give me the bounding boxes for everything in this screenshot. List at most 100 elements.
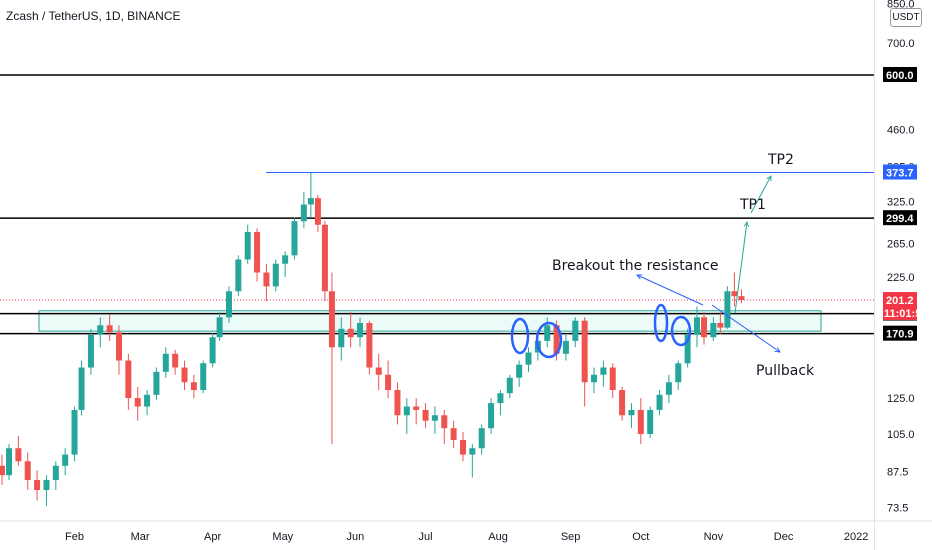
tp2-arrow bbox=[750, 176, 771, 214]
x-tick-label: Jun bbox=[346, 531, 364, 543]
candle-body bbox=[314, 198, 321, 225]
candle-body bbox=[52, 465, 59, 480]
candle-body bbox=[209, 337, 216, 364]
tp1-arrow bbox=[734, 222, 747, 314]
x-tick-label: Sep bbox=[561, 531, 581, 543]
candle-body bbox=[562, 340, 569, 354]
candle-body bbox=[78, 367, 85, 410]
pullback-label: Pullback bbox=[756, 363, 815, 379]
price-tag-373-7: 373.7 bbox=[886, 168, 914, 180]
retest-circle bbox=[510, 317, 530, 355]
x-tick-label: Nov bbox=[704, 531, 724, 543]
candle-body bbox=[684, 334, 691, 364]
y-tick-label: 225.0 bbox=[887, 272, 915, 284]
candle-body bbox=[394, 390, 401, 416]
candle-body bbox=[338, 328, 345, 348]
candle-body bbox=[97, 325, 104, 335]
currency-badge[interactable]: USDT bbox=[890, 8, 922, 27]
x-tick-label: Mar bbox=[131, 531, 150, 543]
tp2-label: TP2 bbox=[767, 152, 794, 168]
candle-body bbox=[431, 415, 438, 421]
candle-body bbox=[710, 322, 717, 338]
y-tick-label: 265.0 bbox=[887, 238, 915, 250]
candle-body bbox=[244, 231, 251, 260]
candle-body bbox=[87, 334, 94, 368]
candle-body bbox=[731, 291, 738, 297]
candle-body bbox=[375, 367, 382, 375]
candle-body bbox=[216, 317, 223, 338]
candle-body bbox=[162, 353, 169, 372]
last-price-tag-bg bbox=[883, 292, 917, 321]
candle-body bbox=[478, 428, 485, 449]
candle-body bbox=[263, 272, 270, 287]
x-tick-label: Oct bbox=[632, 531, 649, 543]
y-tick-label: 460.0 bbox=[887, 125, 915, 137]
x-tick-label: 2022 bbox=[844, 531, 868, 543]
candle-body bbox=[24, 461, 31, 480]
candle-body bbox=[591, 374, 598, 383]
price-tag-600-0-bg bbox=[883, 67, 917, 82]
candle-body bbox=[153, 371, 160, 395]
candle-body bbox=[609, 367, 616, 391]
retest-circle bbox=[535, 321, 563, 359]
candle-body bbox=[225, 291, 232, 318]
price-tag-299-4-bg bbox=[883, 210, 917, 226]
resistance-zone bbox=[38, 310, 822, 332]
candle-body bbox=[665, 382, 672, 395]
y-tick-label: 73.5 bbox=[887, 502, 908, 514]
breakout-arrow bbox=[637, 275, 704, 306]
candle-body bbox=[581, 320, 588, 383]
candle-body bbox=[282, 255, 289, 264]
x-tick-label: Aug bbox=[488, 531, 508, 543]
x-tick-label: Feb bbox=[65, 531, 84, 543]
candle-body bbox=[413, 406, 420, 410]
candle-body bbox=[106, 325, 113, 333]
candle-body bbox=[6, 448, 13, 476]
candle-body bbox=[701, 317, 707, 338]
candle-body bbox=[307, 198, 314, 205]
x-tick-label: May bbox=[272, 531, 293, 543]
candle-body bbox=[488, 403, 495, 429]
candle-body bbox=[328, 291, 335, 348]
candle-body bbox=[254, 231, 261, 273]
candle-body bbox=[738, 296, 745, 301]
candle-body bbox=[553, 325, 560, 354]
candle-body bbox=[172, 353, 179, 368]
candle-body bbox=[441, 415, 448, 429]
price-tag-600-0: 600.0 bbox=[886, 70, 914, 82]
price-axis-separator bbox=[874, 0, 875, 550]
tp1-label: TP1 bbox=[739, 197, 766, 213]
candle-body bbox=[656, 394, 663, 410]
y-tick-label: 87.5 bbox=[887, 467, 908, 479]
candle-body bbox=[71, 409, 78, 455]
candle-body bbox=[459, 439, 466, 455]
candle-body bbox=[675, 363, 682, 383]
y-tick-label: 125.0 bbox=[887, 393, 915, 405]
last-price-tag-countdown: 11:01:56 bbox=[884, 308, 927, 320]
candle-body bbox=[272, 263, 279, 287]
y-tick-label: 850.0 bbox=[887, 0, 915, 10]
retest-circle bbox=[653, 303, 669, 343]
candle-body bbox=[724, 291, 731, 328]
candle-body bbox=[525, 352, 532, 365]
candle-body bbox=[572, 320, 579, 341]
candle-body bbox=[347, 328, 354, 338]
candle-body bbox=[422, 409, 429, 421]
candle-body bbox=[450, 428, 457, 440]
breakout-label: Breakout the resistance bbox=[552, 258, 718, 274]
x-tick-label: Jul bbox=[419, 531, 433, 543]
y-tick-label: 105.0 bbox=[887, 429, 915, 441]
candle-body bbox=[647, 409, 654, 434]
pullback-arrow bbox=[711, 304, 780, 352]
candle-body bbox=[0, 465, 5, 476]
y-tick-label: 325.0 bbox=[887, 196, 915, 208]
candle-body bbox=[469, 448, 476, 455]
candle-body bbox=[116, 332, 122, 361]
candle-body bbox=[403, 406, 410, 416]
candle-body bbox=[34, 479, 41, 491]
candle-body bbox=[200, 363, 207, 391]
candle-body bbox=[628, 409, 635, 416]
candle-body bbox=[385, 374, 392, 391]
candle-body bbox=[235, 259, 242, 292]
